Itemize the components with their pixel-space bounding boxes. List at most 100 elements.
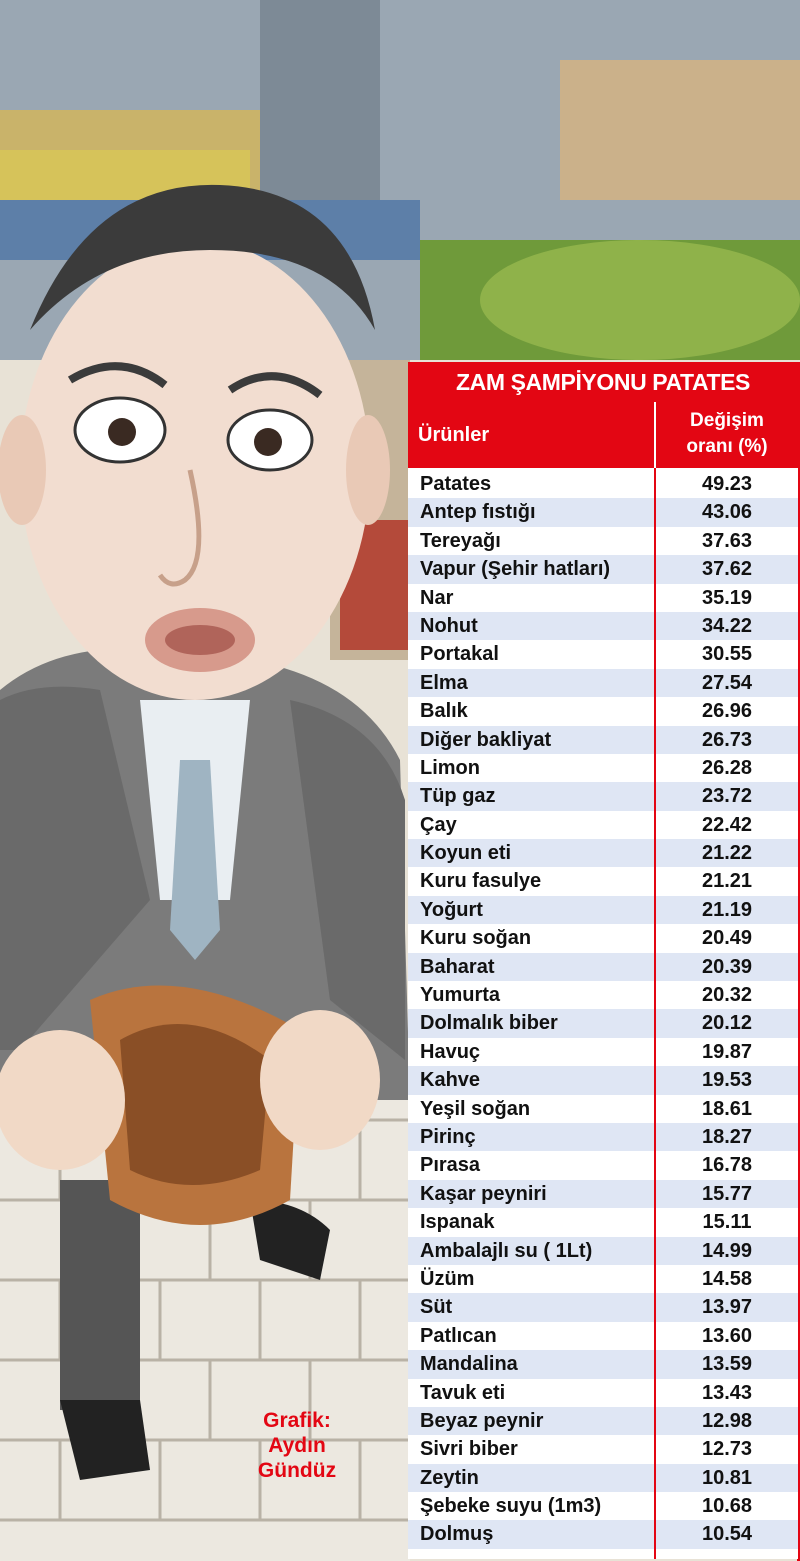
table-row: Çay 22.42: [408, 810, 798, 840]
product-name-cell: Kuru fasulye: [420, 870, 542, 893]
change-rate-cell: 18.61: [701, 1097, 753, 1120]
table-row: Yumurta 20.32: [408, 981, 798, 1010]
table-row: Antep fıstığı 43.06: [408, 498, 798, 527]
product-name-cell: Dolmalık biber: [420, 1012, 558, 1035]
change-rate-cell: 13.43: [701, 1381, 753, 1404]
product-name-cell: Sivri biber: [420, 1438, 518, 1461]
table-row: Tavuk eti 13.43: [408, 1378, 798, 1407]
table-header: Ürünler Değişim oranı (%): [408, 402, 798, 468]
product-name-cell: Dolmuş: [420, 1523, 494, 1546]
table-row: Yoğurt 21.19: [408, 895, 798, 925]
change-rate-cell: 35.19: [701, 586, 753, 609]
product-name-cell: Mandalina: [420, 1353, 518, 1376]
table-row: Patates 49.23: [408, 470, 798, 499]
product-name-cell: Vapur (Şehir hatları): [420, 558, 611, 581]
change-rate-cell: 13.59: [701, 1353, 753, 1376]
table-row: Kuru fasulye 21.21: [408, 867, 798, 896]
change-rate-cell: 34.22: [701, 614, 753, 637]
product-name-cell: Antep fıstığı: [420, 501, 536, 524]
change-rate-cell: 10.68: [701, 1495, 753, 1518]
product-name-cell: Tüp gaz: [420, 785, 496, 808]
product-name-cell: Kahve: [420, 1069, 481, 1092]
change-rate-cell: 20.49: [701, 927, 753, 950]
product-name-cell: Baharat: [420, 955, 495, 978]
product-name-cell: Koyun eti: [420, 842, 512, 865]
table-row: Üzüm 14.58: [408, 1264, 798, 1294]
table-row: Kuru soğan 20.49: [408, 924, 798, 953]
product-name-cell: Patates: [420, 473, 492, 495]
product-name-cell: Tereyağı: [420, 529, 501, 552]
change-rate-cell: 37.62: [701, 558, 753, 581]
table-row: Ispanak 15.11: [408, 1208, 798, 1237]
product-name-cell: Beyaz peynir: [420, 1409, 544, 1432]
product-name-cell: Limon: [420, 756, 480, 779]
table-row: Pirinç 18.27: [408, 1122, 798, 1152]
change-rate-cell: 26.73: [701, 728, 753, 751]
change-rate-cell: 21.22: [701, 842, 753, 865]
product-name-cell: Havuç: [420, 1040, 481, 1063]
change-rate-cell: 20.12: [701, 1012, 753, 1035]
price-change-table: ZAM ŞAMPİYONU PATATES Ürünler Değişim or…: [408, 362, 798, 1559]
change-rate-cell: 26.28: [701, 756, 753, 779]
change-rate-cell: 14.58: [701, 1267, 753, 1290]
table-row: Portakal 30.55: [408, 640, 798, 669]
table-row: Süt 13.97: [408, 1293, 798, 1322]
product-name-cell: Nohut: [420, 614, 478, 637]
change-rate-cell: 26.96: [701, 700, 753, 723]
change-rate-cell: 19.53: [701, 1069, 753, 1092]
table-row: Havuç 19.87: [408, 1037, 798, 1067]
change-rate-cell: 21.19: [701, 898, 753, 921]
table-row: Tüp gaz 23.72: [408, 782, 798, 811]
change-rate-cell: 10.81: [701, 1466, 753, 1489]
product-name-cell: Süt: [420, 1296, 453, 1319]
column-divider: [654, 468, 656, 1559]
change-rate-cell: 18.27: [701, 1125, 753, 1148]
credit-first-name: Aydın: [268, 1434, 326, 1457]
change-rate-cell: 15.77: [701, 1182, 753, 1205]
product-name-cell: Ispanak: [420, 1211, 495, 1234]
change-rate-cell: 37.63: [701, 529, 753, 552]
credit-last-name: Gündüz: [257, 1459, 337, 1482]
table-row: Nohut 34.22: [408, 611, 798, 641]
table-row: Elma 27.54: [408, 668, 798, 698]
table-right-border: [797, 362, 800, 1561]
header-divider: [654, 402, 656, 468]
product-name-cell: Diğer bakliyat: [420, 728, 552, 751]
table-row: Diğer bakliyat 26.73: [408, 725, 798, 754]
product-name-cell: Ambalajlı su ( 1Lt): [420, 1239, 593, 1262]
change-rate-cell: 23.72: [701, 785, 753, 808]
product-name-cell: Portakal: [420, 643, 499, 666]
column-header-products: Ürünler: [418, 424, 490, 446]
table-row: Nar 35.19: [408, 583, 798, 612]
credit-label: Grafik:: [263, 1409, 331, 1432]
product-name-cell: Kaşar peyniri: [420, 1182, 547, 1205]
table-row: Baharat 20.39: [408, 952, 798, 982]
change-rate-cell: 19.87: [701, 1040, 753, 1063]
table-row: Beyaz peynir 12.98: [408, 1406, 798, 1436]
change-rate-cell: 14.99: [701, 1239, 753, 1262]
table-row: Ambalajlı su ( 1Lt) 14.99: [408, 1236, 798, 1265]
change-rate-cell: 49.23: [701, 473, 753, 495]
change-rate-cell: 27.54: [701, 671, 753, 694]
product-name-cell: Üzüm: [420, 1267, 475, 1290]
product-name-cell: Pırasa: [420, 1154, 481, 1177]
table-row: Vapur (Şehir hatları) 37.62: [408, 555, 798, 584]
table-row: Patlıcan 13.60: [408, 1321, 798, 1351]
table-row: Koyun eti 21.22: [408, 839, 798, 868]
change-rate-cell: 20.32: [701, 984, 753, 1007]
table-row: Kaşar peyniri 15.77: [408, 1179, 798, 1209]
product-name-cell: Kuru soğan: [420, 927, 532, 950]
column-header-change-line2: oranı (%): [686, 436, 768, 457]
table-row: Mandalina 13.59: [408, 1350, 798, 1379]
table-row: Tereyağı 37.63: [408, 526, 798, 556]
graphic-credit: Grafik: Aydın Gündüz: [232, 1408, 362, 1483]
change-rate-cell: 21.21: [701, 870, 753, 893]
change-rate-cell: 16.78: [701, 1154, 753, 1177]
column-header-change-line1: Değişim: [690, 410, 764, 431]
product-name-cell: Yoğurt: [420, 898, 483, 921]
product-name-cell: Zeytin: [420, 1466, 479, 1489]
change-rate-cell: 10.54: [701, 1523, 753, 1546]
table-row: Şebeke suyu (1m3) 10.68: [408, 1492, 798, 1521]
change-rate-cell: 13.60: [701, 1324, 753, 1347]
